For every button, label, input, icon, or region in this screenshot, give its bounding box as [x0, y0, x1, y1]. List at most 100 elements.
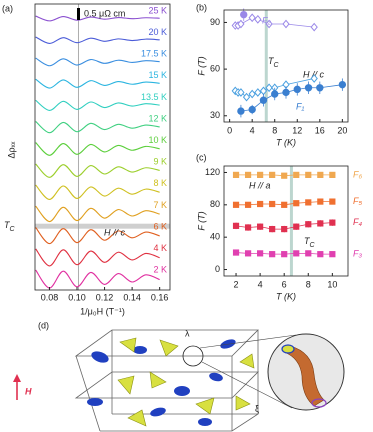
point [257, 171, 264, 178]
point [317, 220, 324, 227]
point [257, 200, 264, 208]
point [248, 13, 256, 23]
curve-label: 7 K [153, 200, 167, 210]
x-tick-label: 4 [250, 125, 255, 135]
point [338, 80, 347, 89]
y-axis-label: F (T) [196, 56, 206, 75]
point [305, 250, 312, 257]
curve-label: 8 K [153, 178, 167, 188]
point [305, 199, 312, 206]
point [232, 201, 240, 208]
curve-label: 2 K [153, 265, 167, 275]
series-label: F₄ [353, 217, 362, 227]
y-tick-label: 30 [210, 110, 220, 120]
tc-line [289, 166, 293, 276]
point [269, 225, 276, 233]
zoom-line [199, 334, 297, 349]
x-tick-label: 0.12 [96, 292, 114, 302]
curve-label: 15 K [148, 70, 167, 80]
series-label: F₆ [353, 169, 362, 179]
point [282, 88, 290, 97]
point [254, 88, 262, 97]
point [293, 223, 300, 230]
x-tick-label: 6 [282, 279, 287, 289]
electron-pockets [87, 339, 236, 426]
x-tick-label: 8 [306, 279, 311, 289]
point [244, 171, 252, 178]
y-axis-label: Δρₓₓ [6, 141, 16, 158]
x-axis-label: 1/μ₀H (T⁻¹) [80, 306, 125, 316]
point [237, 107, 245, 115]
curve-label: 13.5 K [141, 92, 167, 102]
scale-bar-label: 0.5 μΩ cm [84, 8, 125, 18]
point [305, 171, 312, 178]
point [304, 84, 313, 92]
x-tick-label: 4 [258, 279, 263, 289]
point [259, 96, 268, 104]
point [257, 250, 264, 257]
zoom-line [201, 361, 293, 409]
curve [35, 121, 160, 134]
tc-line [264, 10, 268, 122]
curve [35, 269, 160, 289]
point [293, 200, 300, 207]
point [281, 251, 288, 258]
series-line [240, 84, 343, 112]
curve-label: 10 K [148, 135, 167, 145]
x-tick-label: 0.08 [41, 292, 59, 302]
tc-sub: C [274, 62, 280, 69]
y-axis-label: F (T) [196, 211, 206, 230]
curve-label: 4 K [153, 243, 167, 253]
curve-label: 6 K [153, 221, 167, 231]
point [281, 201, 288, 208]
xi-label: ξ [255, 403, 259, 413]
point [310, 74, 318, 83]
point [257, 223, 264, 230]
tc-label: TC [268, 56, 280, 68]
zoom-source [182, 345, 204, 367]
curve [35, 205, 160, 223]
y-tick-label: 90 [210, 17, 220, 27]
series-label: F₁ [296, 101, 304, 111]
curve-label: 20 K [148, 27, 167, 37]
point [242, 92, 251, 102]
point [248, 105, 256, 114]
point [248, 89, 256, 99]
curve [35, 36, 160, 44]
x-axis-label: T (K) [276, 137, 296, 147]
x-axis-label: T (K) [276, 291, 296, 301]
curve-label: 9 K [153, 157, 167, 167]
series-label: F₅ [353, 196, 362, 206]
point [329, 198, 336, 205]
series-label: F₃ [353, 249, 362, 259]
frame [223, 165, 349, 277]
illustration: (d) H [13, 320, 345, 432]
curve [35, 15, 160, 22]
vortex-end [311, 398, 327, 408]
point [329, 251, 336, 258]
tc-main: T [4, 221, 11, 231]
point [244, 224, 252, 231]
point [232, 249, 240, 256]
tc-band [35, 223, 170, 229]
point [271, 90, 279, 98]
curve [35, 248, 160, 267]
tc-sub: C [10, 226, 16, 233]
point [237, 19, 245, 29]
curve [35, 184, 160, 200]
annotation: H // c [303, 69, 325, 79]
frame [223, 9, 349, 123]
tc-label: TC [304, 236, 316, 248]
point [293, 171, 300, 178]
point [269, 251, 276, 258]
field-arrow-head [13, 374, 21, 382]
series-line [235, 17, 315, 28]
tc-main: T [304, 236, 311, 246]
curve [35, 227, 160, 245]
tc-sub: C [310, 242, 316, 249]
field-label: H [25, 386, 32, 396]
point [240, 10, 248, 19]
vortex-end [281, 344, 295, 354]
curve [35, 57, 160, 67]
